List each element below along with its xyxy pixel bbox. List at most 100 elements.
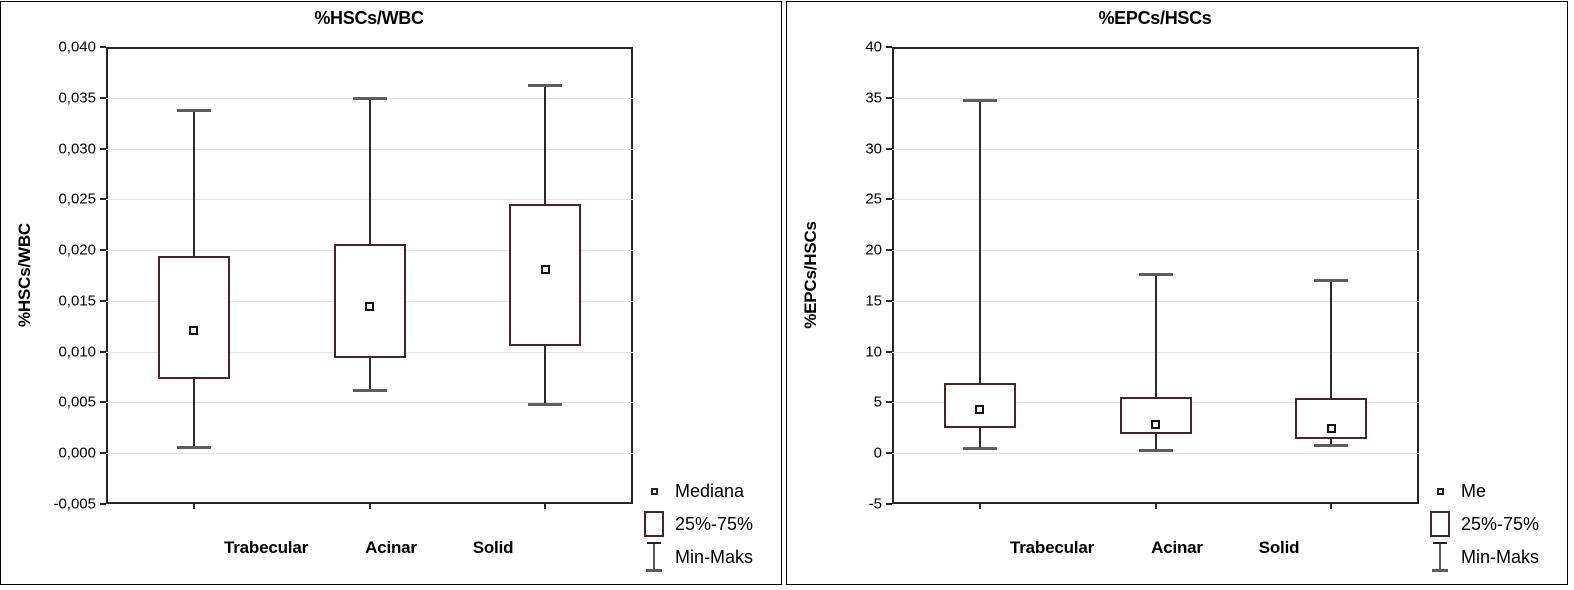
y-tick-label: 0,030 [58, 140, 96, 158]
x-axis-tick [369, 504, 371, 509]
whisker-cap-max-acinar [1139, 273, 1173, 276]
median-marker-acinar [1151, 420, 1160, 429]
y-gridline [892, 98, 1419, 99]
y-axis-tick [100, 503, 106, 505]
min-max-whisker-icon [646, 542, 662, 572]
x-category-label-solid: Solid [472, 538, 514, 557]
epcs-hscs-chart-panel: %EPCs/HSCs %EPCs/HSCs Trabecular Acinar … [786, 1, 1568, 585]
y-tick-label: 0,000 [58, 444, 96, 462]
y-axis-tick [100, 249, 106, 251]
y-axis-tick [886, 351, 892, 353]
legend-item-minmax: Min-Maks [643, 542, 754, 572]
whisker-acinar [1155, 274, 1157, 450]
legend-item-iqr: 25%-75% [1429, 511, 1539, 537]
y-axis-tick [100, 401, 106, 403]
median-marker-acinar [365, 302, 374, 311]
x-category-label-trabecular: Trabecular [224, 538, 308, 557]
iqr-box-solid [509, 204, 581, 346]
y-axis-tick [100, 148, 106, 150]
x-axis-tick [193, 504, 195, 509]
y-gridline [106, 453, 633, 454]
legend-item-median: Me [1429, 478, 1539, 504]
y-axis-tick [886, 401, 892, 403]
y-gridline [892, 149, 1419, 150]
legend-label: 25%-75% [1461, 514, 1540, 534]
y-tick-label: 5 [873, 393, 882, 411]
y-tick-label: 0,015 [58, 292, 96, 310]
y-axis-tick [100, 198, 106, 200]
median-marker-trabecular [189, 326, 198, 335]
median-marker-trabecular [975, 405, 984, 414]
legend-item-median: Mediana [643, 478, 753, 504]
x-axis-tick [544, 504, 546, 509]
whisker-cap-max-trabecular [177, 109, 211, 112]
whisker-cap-min-trabecular [963, 447, 997, 450]
y-tick-label: 30 [865, 140, 882, 158]
y-tick-label: 20 [865, 241, 882, 259]
y-axis-tick [886, 300, 892, 302]
y-tick-label: 35 [865, 89, 882, 107]
y-axis-tick [886, 148, 892, 150]
legend: Mediana 25%-75% Min-Maks [643, 478, 754, 572]
median-marker-solid [1327, 424, 1336, 433]
hscs-wbc-chart-panel: %HSCs/WBC %HSCs/WBC Trabecular Acinar So… [0, 1, 782, 585]
whisker-cap-max-acinar [353, 97, 387, 100]
y-axis-title: %EPCs/HSCs [801, 221, 820, 329]
y-tick-label: 0,040 [58, 38, 96, 56]
y-axis-tick [886, 46, 892, 48]
y-axis-title: %HSCs/WBC [15, 223, 34, 327]
plot-area [892, 47, 1419, 504]
y-tick-label: 0,020 [58, 241, 96, 259]
whisker-cap-min-acinar [353, 389, 387, 392]
whisker-cap-min-trabecular [177, 446, 211, 449]
whisker-cap-max-solid [1314, 279, 1348, 282]
chart-title: %EPCs/HSCs [1098, 8, 1212, 28]
y-axis-tick [886, 249, 892, 251]
chart-title: %HSCs/WBC [314, 8, 424, 28]
whisker-cap-min-acinar [1139, 449, 1173, 452]
legend-label: Mediana [675, 481, 745, 501]
y-tick-label: 40 [865, 38, 882, 56]
legend-item-iqr: 25%-75% [643, 511, 753, 537]
whisker-cap-max-solid [528, 84, 562, 87]
whisker-trabecular [979, 100, 981, 448]
x-category-label-trabecular: Trabecular [1010, 538, 1094, 557]
whisker-cap-max-trabecular [963, 99, 997, 102]
y-axis-tick [100, 97, 106, 99]
y-axis-tick [886, 503, 892, 505]
y-gridline [892, 199, 1419, 200]
y-tick-label: 0 [873, 444, 882, 462]
whisker-cap-min-solid [528, 403, 562, 406]
min-max-whisker-icon [1432, 542, 1448, 572]
y-axis-tick [100, 351, 106, 353]
x-axis-tick [1155, 504, 1157, 509]
x-category-label-acinar: Acinar [365, 538, 417, 557]
y-axis-tick [100, 300, 106, 302]
whisker-cap-min-solid [1314, 444, 1348, 447]
median-marker-solid [541, 265, 550, 274]
y-tick-label: 25 [865, 190, 882, 208]
iqr-box-acinar [334, 244, 406, 358]
y-gridline [106, 402, 633, 403]
y-axis-tick [100, 452, 106, 454]
x-category-label-acinar: Acinar [1151, 538, 1203, 557]
plot-area [106, 47, 633, 504]
y-tick-label: 10 [865, 343, 882, 361]
y-tick-label: 0,025 [58, 190, 96, 208]
median-marker-icon [1436, 487, 1444, 495]
legend-label: Min-Maks [1461, 547, 1540, 567]
legend-item-minmax: Min-Maks [1429, 542, 1540, 572]
y-tick-label: 15 [865, 292, 882, 310]
y-tick-label: -5 [868, 495, 882, 513]
iqr-box-icon [1430, 511, 1450, 537]
y-gridline [892, 250, 1419, 251]
y-axis-tick [886, 198, 892, 200]
x-category-label-solid: Solid [1258, 538, 1300, 557]
x-axis-tick [979, 504, 981, 509]
y-tick-label: 0,035 [58, 89, 96, 107]
legend-label: 25%-75% [675, 514, 754, 534]
legend-label: Min-Maks [675, 547, 754, 567]
y-tick-label: 0,005 [58, 393, 96, 411]
legend-label: Me [1461, 481, 1487, 501]
